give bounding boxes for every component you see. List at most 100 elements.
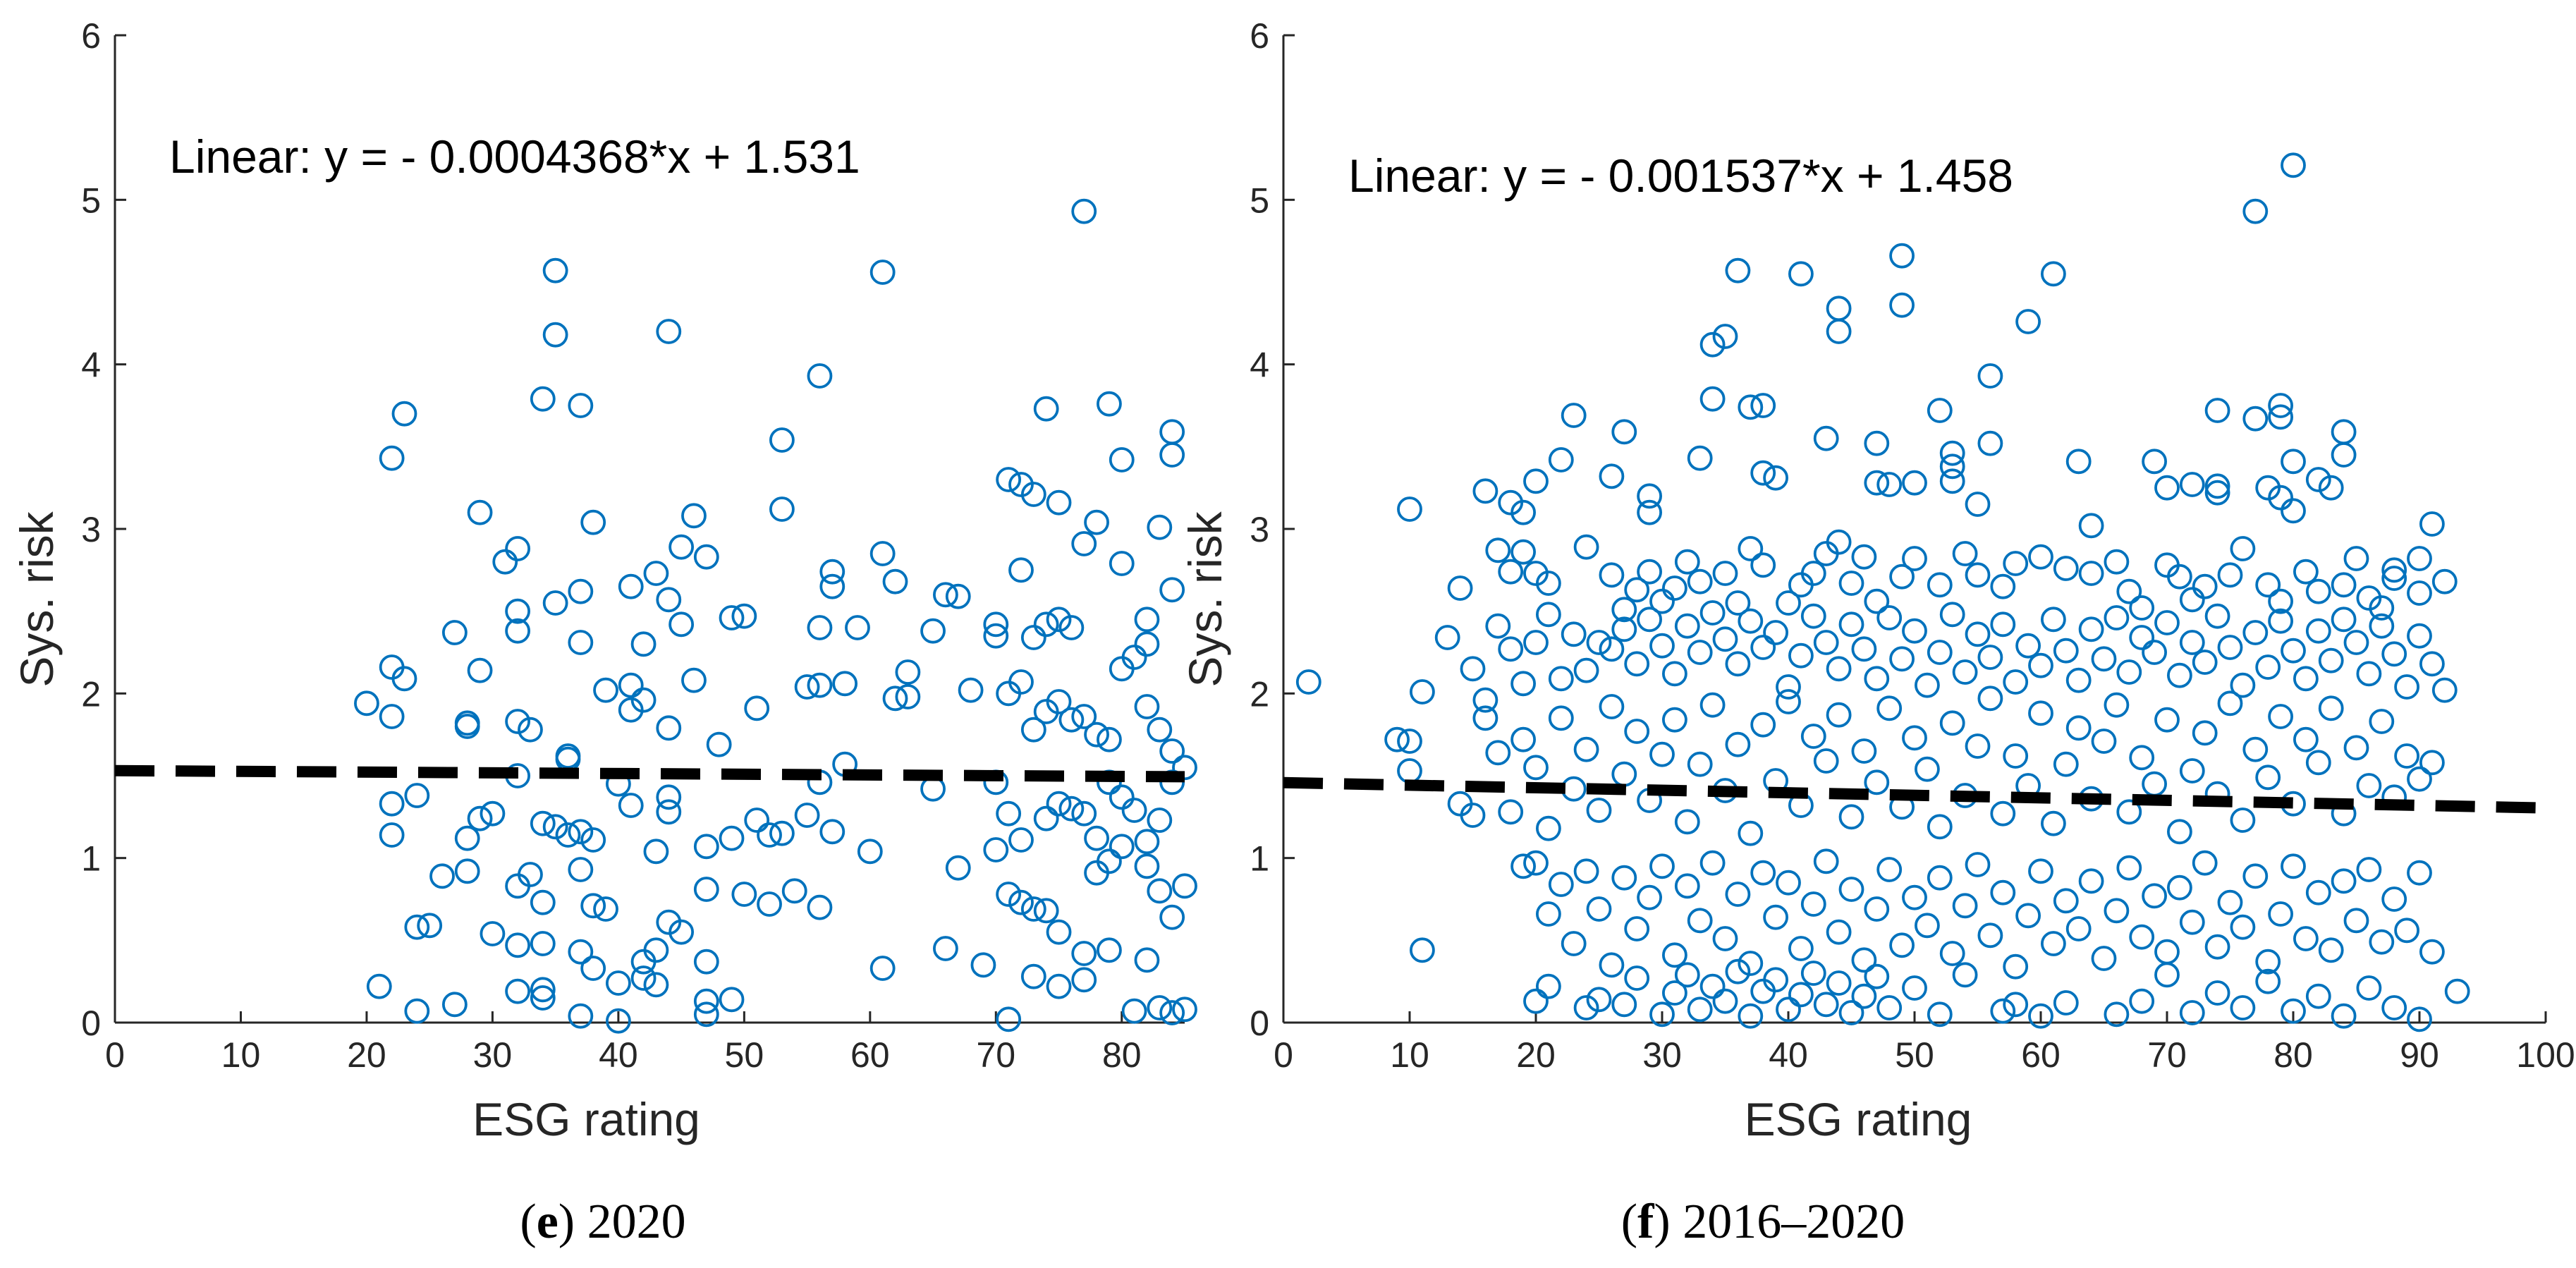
data-point <box>1687 751 1713 777</box>
data-point <box>1159 419 1185 445</box>
data-point <box>643 937 669 963</box>
data-point <box>2268 901 2294 927</box>
data-point <box>1510 853 1537 879</box>
data-point <box>1134 694 1160 719</box>
data-point <box>983 623 1009 649</box>
data-point <box>568 393 594 418</box>
data-point <box>1084 509 1109 535</box>
data-point <box>1826 319 1852 344</box>
data-point <box>1020 482 1046 507</box>
x-tick-label: 10 <box>221 1035 261 1075</box>
data-point <box>857 839 883 865</box>
data-point <box>1535 973 1561 999</box>
data-point <box>1776 590 1801 616</box>
data-point <box>2078 513 2104 539</box>
data-point <box>2419 651 2445 677</box>
data-point <box>933 582 958 608</box>
data-point <box>2381 995 2407 1020</box>
data-point <box>1097 726 1122 752</box>
y-axis-title: Sys. risk <box>1179 511 1231 687</box>
data-point <box>1033 611 1059 638</box>
data-point <box>1990 800 2016 827</box>
y-tick-label: 1 <box>1250 839 1269 879</box>
data-point <box>1472 705 1498 731</box>
data-point <box>2053 990 2079 1016</box>
data-point <box>769 820 795 846</box>
data-point <box>2381 886 2407 912</box>
data-point <box>2369 613 2395 639</box>
data-point <box>2407 580 2432 606</box>
data-point <box>530 985 556 1011</box>
data-point <box>1699 600 1726 626</box>
data-point <box>1535 815 1561 841</box>
data-point <box>1927 572 1953 598</box>
data-point <box>1712 561 1738 586</box>
data-point <box>580 827 606 853</box>
data-point <box>2431 568 2458 595</box>
data-point <box>1864 769 1890 795</box>
data-point <box>2116 659 2142 685</box>
data-point <box>1447 575 1473 601</box>
data-point <box>2129 745 2155 771</box>
data-point <box>1561 776 1587 802</box>
data-point <box>2343 735 2369 761</box>
data-point <box>1046 606 1072 633</box>
data-point <box>693 544 719 570</box>
data-point <box>1851 947 1877 973</box>
data-point <box>819 573 846 599</box>
data-point <box>2305 879 2331 906</box>
panel-caption: (e) 2020 <box>520 1195 685 1249</box>
data-point <box>996 800 1022 827</box>
data-point <box>1990 879 2016 906</box>
data-point <box>530 889 556 915</box>
data-point <box>1889 243 1915 269</box>
data-point <box>1939 710 1965 736</box>
data-point <box>1725 882 1751 907</box>
data-point <box>2028 1003 2053 1029</box>
data-point <box>2078 616 2104 642</box>
data-point <box>1838 877 1864 902</box>
data-point <box>845 615 870 640</box>
data-point <box>1147 807 1173 833</box>
data-point <box>2217 690 2243 717</box>
data-point <box>2293 666 2319 692</box>
data-point <box>2204 603 2230 629</box>
data-point <box>2091 646 2117 672</box>
data-point <box>1661 980 1687 1006</box>
data-point <box>681 503 707 529</box>
data-point <box>568 939 594 965</box>
data-point <box>2192 650 2218 675</box>
data-point <box>1548 666 1574 692</box>
x-tick-label: 80 <box>1102 1035 1142 1075</box>
data-point <box>1637 884 1663 910</box>
data-point <box>1813 425 1839 451</box>
data-point <box>1586 798 1612 823</box>
data-point <box>2142 771 2168 797</box>
data-point <box>2331 868 2357 894</box>
x-tick-label: 30 <box>473 1035 513 1075</box>
data-point <box>807 894 833 920</box>
data-point <box>1902 884 1927 910</box>
data-point <box>1952 962 1978 988</box>
data-point <box>2217 889 2243 915</box>
data-point <box>1851 983 1877 1009</box>
data-point <box>2154 475 2180 501</box>
data-point <box>1813 848 1839 874</box>
data-point <box>1147 995 1173 1020</box>
data-point <box>1725 257 1751 284</box>
data-point <box>1876 857 1903 882</box>
data-point <box>1952 893 1978 919</box>
data-point <box>2179 472 2205 497</box>
data-point <box>2116 855 2142 881</box>
data-point <box>757 822 782 848</box>
data-point <box>1097 937 1122 963</box>
data-point <box>1914 672 1940 698</box>
fit-equation: Linear: y = - 0.0004368*x + 1.531 <box>169 130 860 183</box>
data-point <box>945 583 971 609</box>
data-point <box>1561 403 1587 428</box>
data-point <box>1599 636 1625 662</box>
data-point <box>1939 453 1965 480</box>
data-point <box>555 822 581 848</box>
data-point <box>1008 669 1034 695</box>
data-point <box>1121 645 1147 670</box>
